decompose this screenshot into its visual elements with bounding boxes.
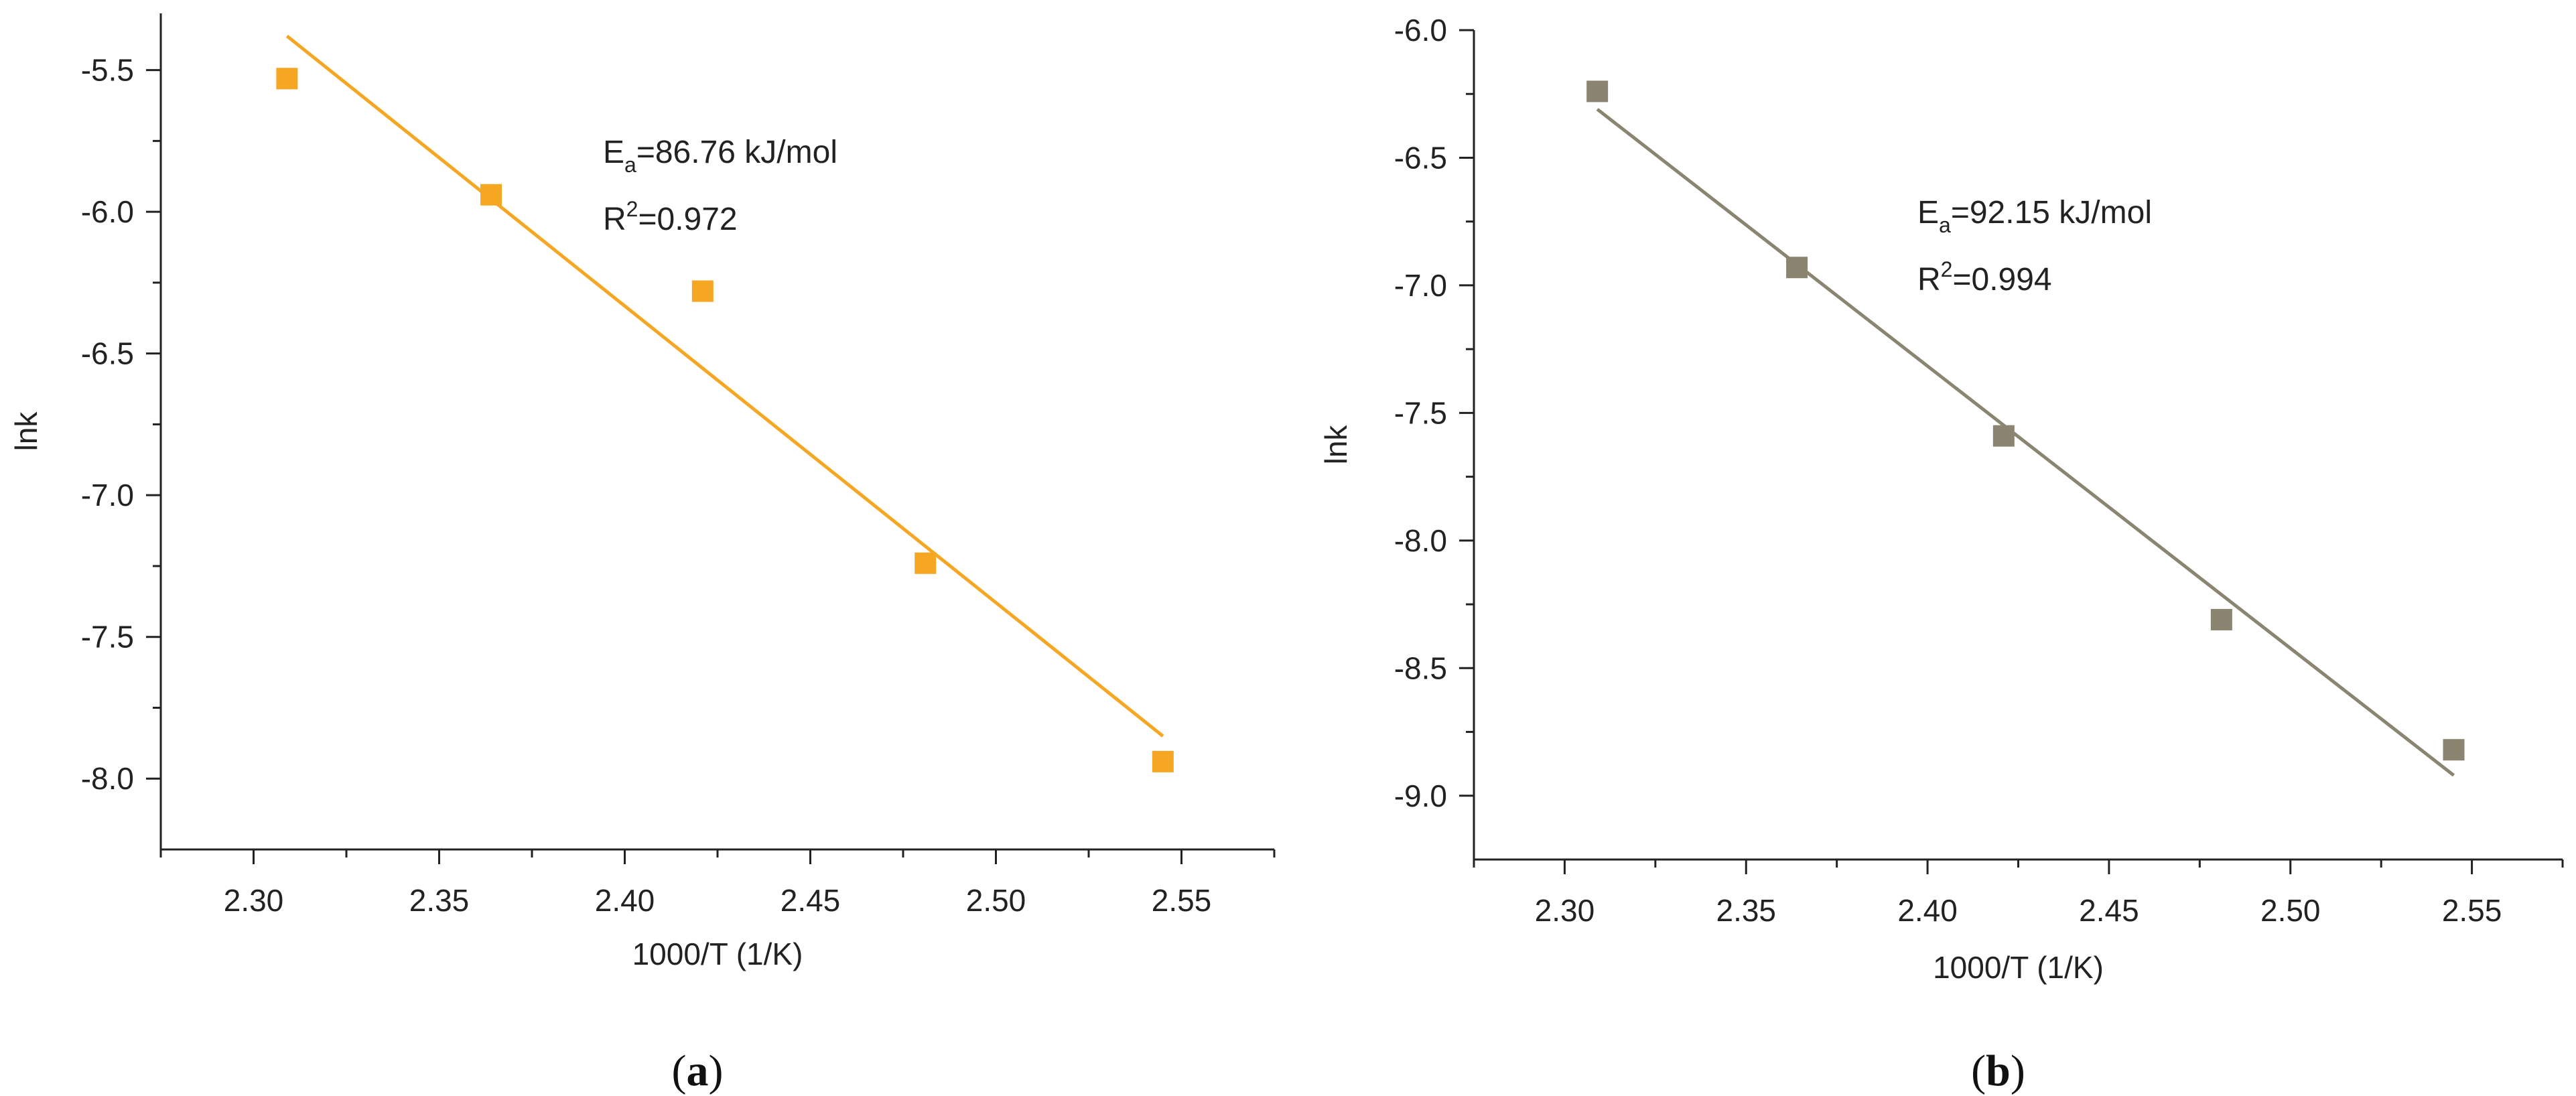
y-tick-label: -7.0: [81, 478, 134, 512]
data-point: [914, 552, 937, 574]
activation-energy-label: Ea=92.15 kJ/mol: [1917, 195, 2152, 237]
x-axis-label: 1000/T (1/K): [1933, 950, 2104, 985]
y-axis-label: lnk: [9, 411, 44, 452]
data-point: [480, 184, 502, 206]
r-squared-label: R2=0.972: [603, 197, 738, 237]
y-tick-label: -8.0: [81, 761, 134, 796]
y-axis-label: lnk: [1318, 425, 1353, 465]
y-tick-label: -5.5: [81, 53, 134, 88]
chart-a-svg: 2.30 2.35 2.40 2.45 2.50 2.55 -5.5 -6.0 -6.5 -7.0…: [9, 13, 1276, 1095]
activation-energy-label: Ea=86.76 kJ/mol: [603, 135, 837, 177]
x-axis-label: 1000/T (1/K): [632, 937, 803, 971]
y-tick-label: -9.0: [1394, 778, 1447, 813]
x-tick-label: 2.30: [224, 883, 284, 918]
y-tick-label: -6.0: [81, 194, 134, 229]
y-tick-label: -7.5: [81, 620, 134, 655]
y-tick-label: -6.0: [1394, 13, 1447, 48]
chart-panel-b: 2.30 2.35 2.40 2.45 2.50 2.55 -6.0 -6.5 -7.0 -7.5…: [1288, 0, 2576, 1096]
y-tick-label: -8.0: [1394, 523, 1447, 558]
y-tick-label: -6.5: [81, 336, 134, 371]
data-point: [2443, 739, 2465, 761]
x-tick-label: 2.40: [595, 883, 655, 918]
data-point: [2210, 608, 2232, 630]
data-point: [691, 280, 714, 302]
data-point: [1992, 425, 2015, 447]
r-squared-label: R2=0.994: [1917, 257, 2052, 297]
panel-label: (a): [672, 1046, 724, 1095]
fit-line: [285, 34, 1164, 738]
data-point: [276, 68, 298, 90]
chart-b-svg: 2.30 2.35 2.40 2.45 2.50 2.55 -6.0 -6.5 -7.0 -7.5…: [1318, 13, 2564, 1095]
x-tick-label: 2.40: [1897, 893, 1958, 928]
x-tick-label: 2.50: [2260, 893, 2321, 928]
x-tick-label: 2.35: [409, 883, 470, 918]
y-tick-label: -8.5: [1394, 650, 1447, 685]
data-point: [1586, 80, 1609, 102]
data-point: [1152, 750, 1174, 772]
x-tick-label: 2.30: [1535, 893, 1595, 928]
x-tick-label: 2.35: [1716, 893, 1776, 928]
x-tick-label: 2.50: [966, 883, 1026, 918]
chart-panel-a: 2.30 2.35 2.40 2.45 2.50 2.55 -5.5 -6.0 -6.5 -7.0…: [9, 13, 1276, 1095]
x-tick-label: 2.55: [1152, 883, 1212, 918]
y-tick-label: -7.5: [1394, 395, 1447, 430]
panel-label: (b): [1971, 1046, 2025, 1095]
fit-line: [1596, 108, 2455, 777]
y-tick-label: -6.5: [1394, 140, 1447, 175]
x-tick-label: 2.45: [781, 883, 841, 918]
x-tick-label: 2.45: [2079, 893, 2139, 928]
data-point: [1786, 257, 1808, 279]
y-tick-label: -7.0: [1394, 268, 1447, 303]
x-tick-label: 2.55: [2442, 893, 2502, 928]
